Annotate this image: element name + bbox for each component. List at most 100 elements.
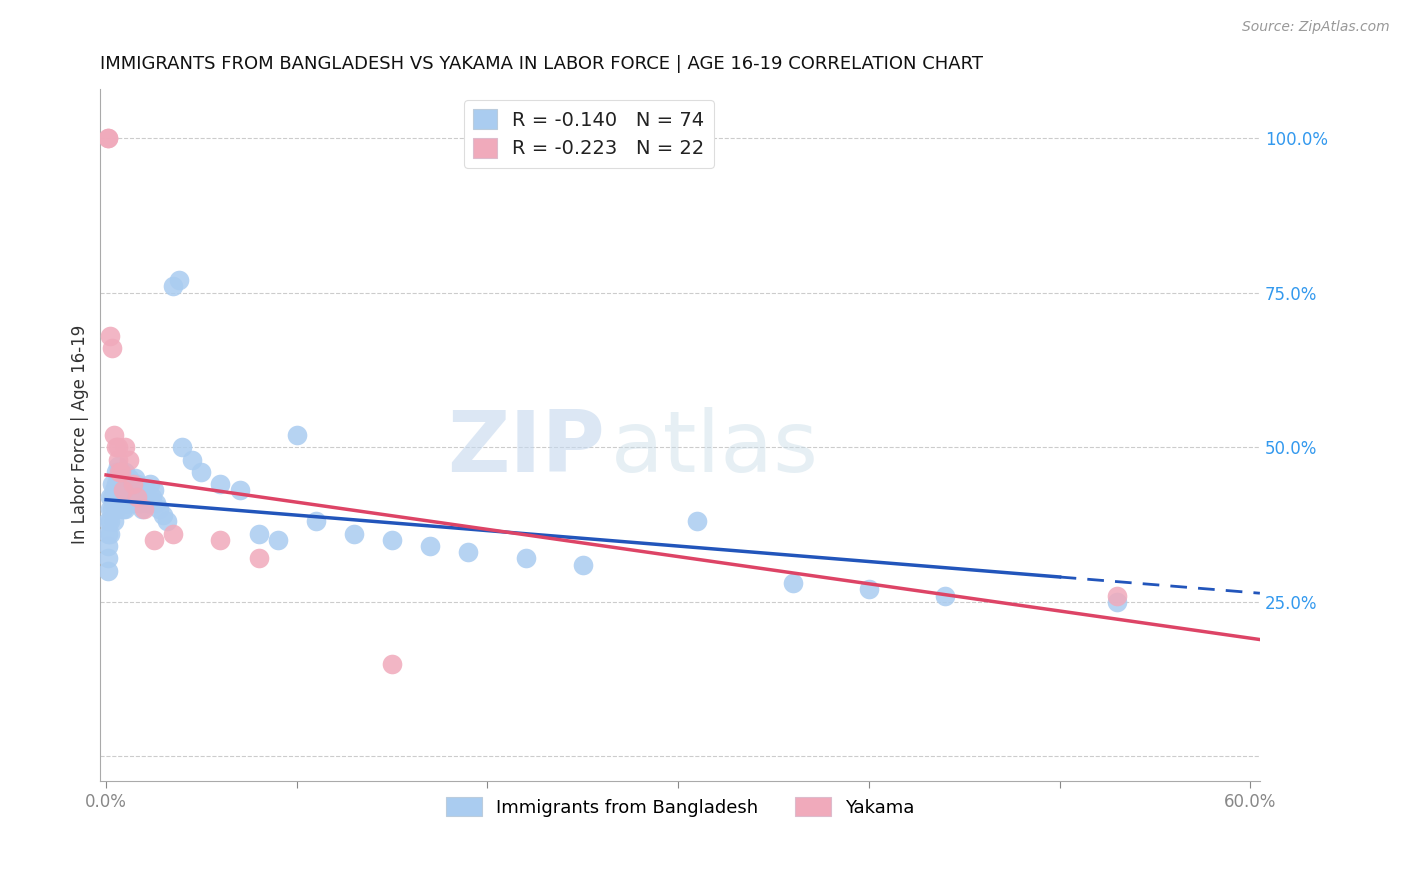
Point <box>97 564 120 578</box>
Point <box>381 657 404 671</box>
Point <box>107 440 129 454</box>
Point <box>108 465 131 479</box>
Point <box>167 273 190 287</box>
Point <box>108 490 131 504</box>
Point <box>107 452 129 467</box>
Point <box>112 483 135 498</box>
Point <box>97 551 120 566</box>
Point <box>110 496 132 510</box>
Point <box>121 496 143 510</box>
Point <box>104 465 127 479</box>
Point <box>1105 589 1128 603</box>
Point <box>515 551 537 566</box>
Point <box>103 496 125 510</box>
Point <box>112 483 135 498</box>
Point <box>118 452 141 467</box>
Point <box>131 502 153 516</box>
Point <box>135 483 157 498</box>
Point <box>145 496 167 510</box>
Point <box>107 477 129 491</box>
Point <box>121 477 143 491</box>
Point <box>118 471 141 485</box>
Point <box>114 502 136 516</box>
Point <box>134 502 156 516</box>
Point <box>97 131 120 145</box>
Point <box>97 526 120 541</box>
Point <box>125 490 148 504</box>
Point <box>114 465 136 479</box>
Y-axis label: In Labor Force | Age 16-19: In Labor Force | Age 16-19 <box>72 326 89 544</box>
Point <box>343 526 366 541</box>
Legend: Immigrants from Bangladesh, Yakama: Immigrants from Bangladesh, Yakama <box>439 790 922 824</box>
Point <box>110 477 132 491</box>
Point <box>139 477 162 491</box>
Point <box>101 477 124 491</box>
Point <box>125 477 148 491</box>
Point <box>104 477 127 491</box>
Point <box>148 502 170 516</box>
Point <box>209 533 232 547</box>
Point <box>103 483 125 498</box>
Point <box>134 490 156 504</box>
Point <box>686 514 709 528</box>
Point <box>97 514 120 528</box>
Point <box>247 526 270 541</box>
Point <box>103 514 125 528</box>
Point <box>120 483 142 498</box>
Point <box>101 490 124 504</box>
Point <box>98 526 121 541</box>
Point <box>162 526 184 541</box>
Point <box>101 502 124 516</box>
Point <box>97 131 120 145</box>
Point <box>162 279 184 293</box>
Text: IMMIGRANTS FROM BANGLADESH VS YAKAMA IN LABOR FORCE | AGE 16-19 CORRELATION CHAR: IMMIGRANTS FROM BANGLADESH VS YAKAMA IN … <box>100 55 983 73</box>
Point <box>124 490 146 504</box>
Point <box>457 545 479 559</box>
Point <box>267 533 290 547</box>
Point <box>128 483 150 498</box>
Point <box>98 502 121 516</box>
Point <box>101 341 124 355</box>
Point <box>136 496 159 510</box>
Point <box>98 329 121 343</box>
Point <box>190 465 212 479</box>
Point <box>419 539 441 553</box>
Point <box>129 496 152 510</box>
Point <box>97 539 120 553</box>
Point <box>103 427 125 442</box>
Point <box>305 514 328 528</box>
Point <box>114 440 136 454</box>
Point <box>934 589 956 603</box>
Point <box>209 477 232 491</box>
Text: Source: ZipAtlas.com: Source: ZipAtlas.com <box>1241 20 1389 34</box>
Point <box>115 477 138 491</box>
Point <box>104 502 127 516</box>
Point <box>152 508 174 523</box>
Point <box>782 576 804 591</box>
Point <box>98 490 121 504</box>
Point <box>156 514 179 528</box>
Point <box>107 496 129 510</box>
Point <box>141 490 163 504</box>
Point <box>228 483 250 498</box>
Point <box>104 440 127 454</box>
Point <box>118 490 141 504</box>
Point <box>142 533 165 547</box>
Point <box>381 533 404 547</box>
Point <box>142 483 165 498</box>
Point <box>572 558 595 572</box>
Point <box>108 471 131 485</box>
Point <box>124 471 146 485</box>
Point <box>180 452 202 467</box>
Point <box>110 465 132 479</box>
Point <box>247 551 270 566</box>
Point <box>858 582 880 597</box>
Point <box>115 496 138 510</box>
Point <box>114 483 136 498</box>
Point <box>98 514 121 528</box>
Point <box>107 458 129 473</box>
Point <box>285 427 308 442</box>
Point <box>112 502 135 516</box>
Point <box>172 440 194 454</box>
Text: atlas: atlas <box>610 407 818 490</box>
